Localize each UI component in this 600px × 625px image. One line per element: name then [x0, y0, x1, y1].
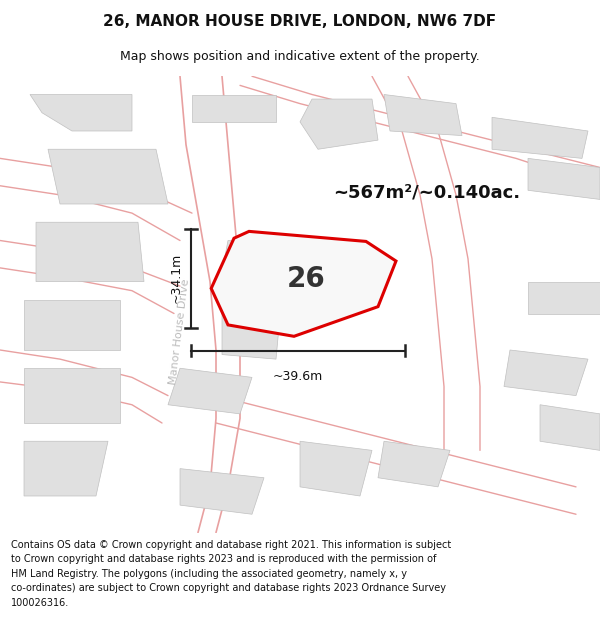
Text: ~567m²/~0.140ac.: ~567m²/~0.140ac.: [333, 184, 520, 202]
Polygon shape: [211, 231, 396, 336]
Text: Map shows position and indicative extent of the property.: Map shows position and indicative extent…: [120, 50, 480, 63]
Polygon shape: [36, 222, 144, 281]
Text: Contains OS data © Crown copyright and database right 2021. This information is : Contains OS data © Crown copyright and d…: [11, 540, 451, 608]
Polygon shape: [192, 94, 276, 122]
Polygon shape: [384, 94, 462, 136]
Polygon shape: [378, 441, 450, 487]
Polygon shape: [168, 368, 252, 414]
Polygon shape: [30, 94, 132, 131]
Polygon shape: [528, 281, 600, 314]
Polygon shape: [492, 118, 588, 158]
Polygon shape: [24, 441, 108, 496]
Text: ~34.1m: ~34.1m: [169, 253, 182, 304]
Polygon shape: [528, 158, 600, 199]
Polygon shape: [540, 405, 600, 451]
Text: Manor House Drive: Manor House Drive: [169, 278, 191, 385]
Polygon shape: [48, 149, 168, 204]
Polygon shape: [24, 368, 120, 423]
Polygon shape: [504, 350, 588, 396]
Text: 26, MANOR HOUSE DRIVE, LONDON, NW6 7DF: 26, MANOR HOUSE DRIVE, LONDON, NW6 7DF: [103, 14, 497, 29]
Polygon shape: [24, 300, 120, 350]
Polygon shape: [300, 441, 372, 496]
Text: 26: 26: [287, 265, 325, 293]
Polygon shape: [180, 469, 264, 514]
Text: ~39.6m: ~39.6m: [273, 369, 323, 382]
Polygon shape: [222, 241, 288, 277]
Polygon shape: [300, 99, 378, 149]
Polygon shape: [222, 295, 282, 359]
